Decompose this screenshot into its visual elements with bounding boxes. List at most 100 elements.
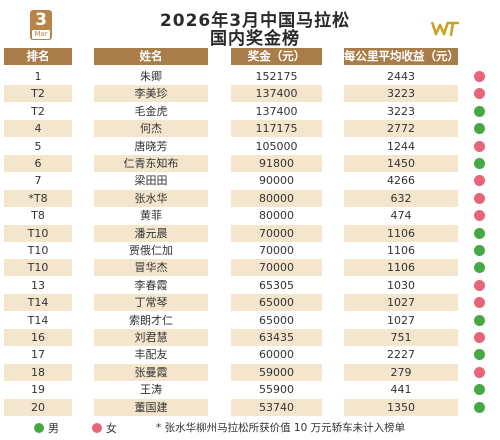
calendar-day: 3: [35, 10, 47, 30]
table-row: 19 王涛 55900 441: [0, 381, 500, 399]
female-dot-icon: [474, 210, 485, 222]
prize-cell: 91800: [231, 155, 322, 172]
name-cell: 张水华: [94, 189, 208, 207]
brand-logo: [431, 21, 459, 36]
table-row: 13 李春霞 65305 1030: [0, 276, 500, 294]
prize-cell: 70000: [231, 224, 322, 242]
prize-cell: 65305: [231, 276, 322, 294]
per-km-cell: 2227: [344, 346, 458, 364]
name-cell: 王涛: [94, 381, 208, 399]
prize-cell: 80000: [231, 207, 322, 225]
table-row: 16 刘君慧 63435 751: [0, 329, 500, 346]
rank-cell: T2: [4, 102, 72, 120]
female-legend-label: 女: [106, 422, 117, 435]
per-km-cell: 632: [344, 189, 458, 207]
rank-cell: T10: [4, 259, 72, 277]
header-name: 姓名: [94, 48, 208, 65]
table-row: 6 仁青东知布 91800 1450: [0, 155, 500, 172]
table-row: T2 李美珍 137400 3223: [0, 85, 500, 103]
per-km-cell: 4266: [344, 172, 458, 190]
name-cell: 毛金虎: [94, 102, 208, 120]
table-row: T2 毛金虎 137400 3223: [0, 102, 500, 120]
per-km-cell: 2772: [344, 120, 458, 138]
prize-cell: 60000: [231, 346, 322, 364]
name-cell: 贾俄仁加: [94, 242, 208, 259]
per-km-cell: 441: [344, 381, 458, 399]
female-dot-icon: [474, 88, 485, 100]
female-dot-icon: [474, 332, 485, 343]
rank-cell: T14: [4, 294, 72, 312]
rank-cell: 7: [4, 172, 72, 190]
name-cell: 唐晓芳: [94, 137, 208, 155]
name-cell: 丰配友: [94, 346, 208, 364]
prize-cell: 117175: [231, 120, 322, 138]
male-dot-icon: [474, 349, 485, 361]
calendar-month: Mar: [32, 30, 50, 39]
male-dot-icon: [474, 158, 485, 169]
rank-cell: 16: [4, 329, 72, 346]
male-dot-icon: [474, 245, 485, 256]
per-km-cell: 3223: [344, 85, 458, 103]
male-dot-icon: [474, 401, 485, 413]
male-dot-icon: [474, 123, 485, 135]
prize-cell: 137400: [231, 102, 322, 120]
prize-cell: 80000: [231, 189, 322, 207]
rank-cell: T10: [4, 224, 72, 242]
header-prize: 奖金（元）: [231, 48, 322, 65]
name-cell: 何杰: [94, 120, 208, 138]
name-cell: 张曼霞: [94, 363, 208, 381]
name-cell: 朱卿: [94, 68, 208, 85]
prize-cell: 53740: [231, 398, 322, 416]
table-row: T14 丁常琴 65000 1027: [0, 294, 500, 312]
prize-cell: 70000: [231, 242, 322, 259]
name-cell: 董国建: [94, 398, 208, 416]
table-row: *T8 张水华 80000 632: [0, 189, 500, 207]
table-row: T14 索朗才仁 65000 1027: [0, 311, 500, 329]
per-km-cell: 3223: [344, 102, 458, 120]
per-km-cell: 1027: [344, 311, 458, 329]
female-dot-icon: [474, 71, 485, 82]
name-cell: 丁常琴: [94, 294, 208, 312]
table-row: T8 黄菲 80000 474: [0, 207, 500, 225]
per-km-cell: 1106: [344, 242, 458, 259]
prize-cell: 55900: [231, 381, 322, 399]
rank-cell: 5: [4, 137, 72, 155]
name-cell: 仁青东知布: [94, 155, 208, 172]
rank-cell: 18: [4, 363, 72, 381]
name-cell: 刘君慧: [94, 329, 208, 346]
male-dot-icon: [474, 227, 485, 239]
male-legend-icon: [34, 423, 44, 433]
name-cell: 冒华杰: [94, 259, 208, 277]
rank-cell: T2: [4, 85, 72, 103]
name-cell: 李春霞: [94, 276, 208, 294]
prize-cell: 105000: [231, 137, 322, 155]
prize-cell: 152175: [231, 68, 322, 85]
per-km-cell: 1244: [344, 137, 458, 155]
page-title: 2026年3月中国马拉松: [159, 11, 351, 31]
rank-cell: 1: [4, 68, 72, 85]
name-cell: 李美珍: [94, 85, 208, 103]
per-km-cell: 1106: [344, 224, 458, 242]
name-cell: 黄菲: [94, 207, 208, 225]
calendar-icon: 3 Mar: [30, 10, 52, 40]
per-km-cell: 1030: [344, 276, 458, 294]
table-row: T10 贾俄仁加 70000 1106: [0, 242, 500, 259]
male-dot-icon: [474, 314, 485, 326]
name-cell: 梁田田: [94, 172, 208, 190]
rank-cell: T8: [4, 207, 72, 225]
table-row: 17 丰配友 60000 2227: [0, 346, 500, 364]
male-dot-icon: [474, 262, 485, 274]
name-cell: 索朗才仁: [94, 311, 208, 329]
header-per-km: 每公里平均收益（元）: [344, 48, 459, 65]
female-dot-icon: [474, 175, 485, 187]
rank-cell: *T8: [4, 189, 72, 207]
table-row: 18 张曼霞 59000 279: [0, 363, 500, 381]
rank-cell: T14: [4, 311, 72, 329]
female-legend-icon: [92, 423, 102, 433]
male-legend-label: 男: [48, 422, 59, 435]
rank-cell: 13: [4, 276, 72, 294]
prize-cell: 65000: [231, 294, 322, 312]
table-row: T10 冒华杰 70000 1106: [0, 259, 500, 277]
header-rank: 排名: [4, 48, 72, 65]
per-km-cell: 751: [344, 329, 458, 346]
